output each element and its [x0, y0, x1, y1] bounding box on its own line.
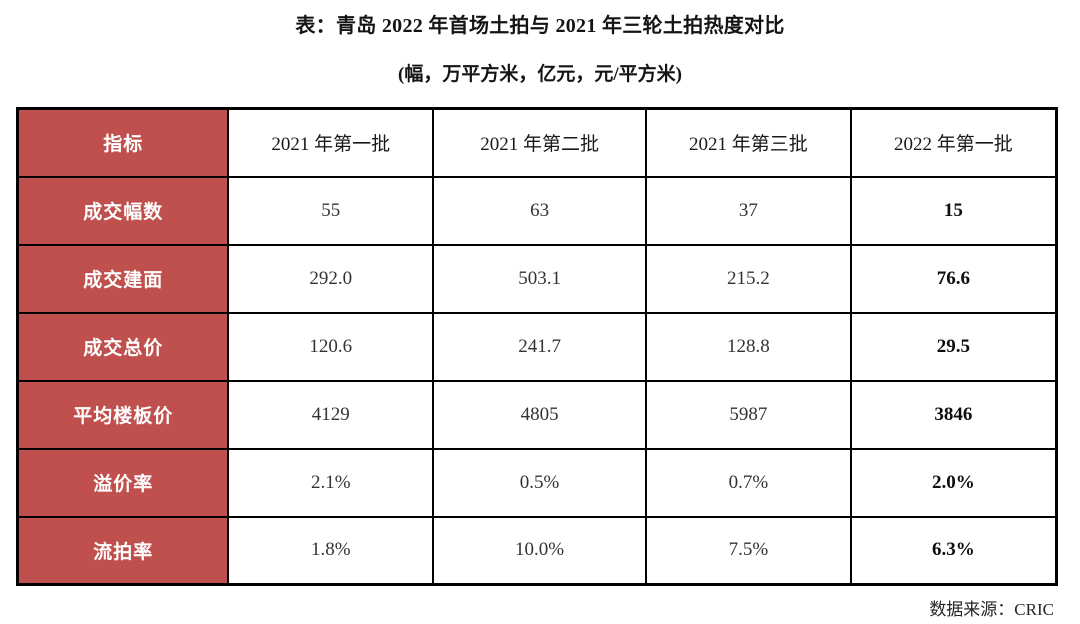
- row-label: 成交总价: [16, 311, 230, 382]
- value-cell: 63: [432, 175, 648, 246]
- table-body: 成交幅数 55 63 37 15 成交建面 292.0 503.1 215.2 76.6 成交总价 1…: [16, 175, 1058, 586]
- header-cell-batch: 2021 年第二批: [432, 107, 648, 178]
- table-row: 流拍率 1.8% 10.0% 7.5% 6.3%: [16, 515, 1058, 586]
- data-source-note: 数据来源：CRIC: [929, 600, 1054, 619]
- table-row: 成交总价 120.6 241.7 128.8 29.5: [16, 311, 1058, 382]
- header-cell-batch: 2021 年第三批: [645, 107, 852, 178]
- table-row: 成交幅数 55 63 37 15: [16, 175, 1058, 246]
- header-cell-indicator: 指标: [16, 107, 230, 178]
- table-row: 成交建面 292.0 503.1 215.2 76.6: [16, 243, 1058, 314]
- row-label: 平均楼板价: [16, 379, 230, 450]
- value-cell: 7.5%: [645, 515, 852, 586]
- value-cell: 292.0: [227, 243, 435, 314]
- value-cell-2022: 76.6: [849, 243, 1058, 314]
- table-row: 溢价率 2.1% 0.5% 0.7% 2.0%: [16, 447, 1058, 518]
- value-cell: 120.6: [227, 311, 435, 382]
- table-header-row: 指标 2021 年第一批 2021 年第二批 2021 年第三批 2022 年第一批: [16, 107, 1058, 178]
- row-label: 成交建面: [16, 243, 230, 314]
- value-cell: 4129: [227, 379, 435, 450]
- value-cell: 128.8: [645, 311, 852, 382]
- value-cell: 215.2: [645, 243, 852, 314]
- value-cell: 37: [645, 175, 852, 246]
- value-cell: 5987: [645, 379, 852, 450]
- value-cell: 0.5%: [432, 447, 648, 518]
- header-cell-batch: 2021 年第一批: [227, 107, 435, 178]
- value-cell: 1.8%: [227, 515, 435, 586]
- value-cell-2022: 6.3%: [849, 515, 1058, 586]
- header-cell-batch: 2022 年第一批: [849, 107, 1058, 178]
- value-cell: 0.7%: [645, 447, 852, 518]
- page-subtitle-units: (幅，万平方米，亿元，元/平方米): [398, 64, 682, 85]
- row-label: 流拍率: [16, 515, 230, 586]
- comparison-table: 指标 2021 年第一批 2021 年第二批 2021 年第三批 2022 年第一批 成…: [16, 107, 1058, 586]
- value-cell: 241.7: [432, 311, 648, 382]
- value-cell-2022: 2.0%: [849, 447, 1058, 518]
- value-cell: 55: [227, 175, 435, 246]
- value-cell-2022: 3846: [849, 379, 1058, 450]
- row-label: 成交幅数: [16, 175, 230, 246]
- value-cell: 4805: [432, 379, 648, 450]
- value-cell: 10.0%: [432, 515, 648, 586]
- value-cell-2022: 15: [849, 175, 1058, 246]
- table-row: 平均楼板价 4129 4805 5987 3846: [16, 379, 1058, 450]
- value-cell: 503.1: [432, 243, 648, 314]
- value-cell: 2.1%: [227, 447, 435, 518]
- row-label: 溢价率: [16, 447, 230, 518]
- page-title: 表：青岛 2022 年首场土拍与 2021 年三轮土拍热度对比: [295, 15, 785, 37]
- value-cell-2022: 29.5: [849, 311, 1058, 382]
